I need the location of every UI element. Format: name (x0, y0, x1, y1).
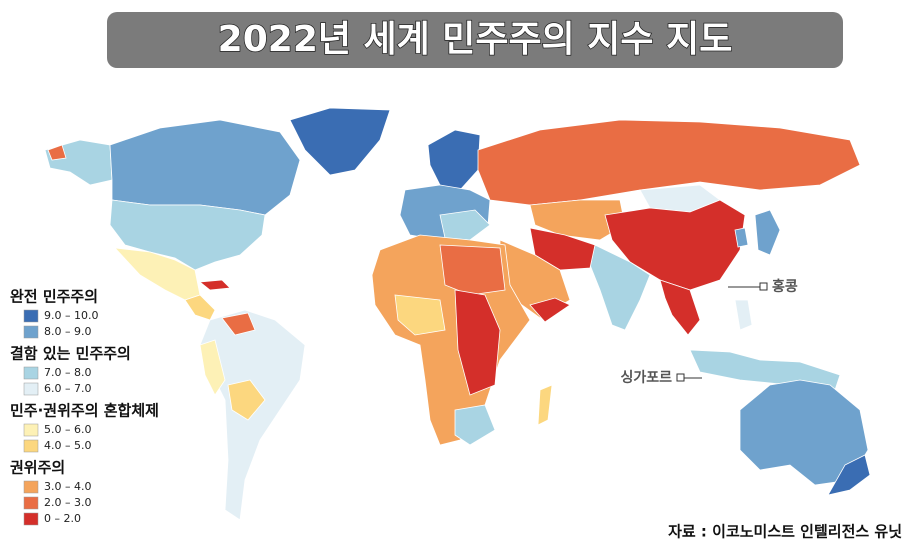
venezuela (221, 312, 256, 336)
legend-label: 2.0 – 3.0 (44, 496, 91, 509)
yemen (529, 297, 571, 323)
title: 2022년 세계 민주주의 지수 지도 (218, 19, 733, 60)
legend-swatch (23, 496, 39, 510)
new-zealand (827, 454, 871, 496)
peru (199, 339, 226, 396)
legend-group: 민주·권위주의 혼합체제 (10, 402, 159, 420)
legend-group: 권위주의 (10, 459, 65, 477)
madagascar (537, 384, 553, 426)
legend-swatch (23, 480, 39, 494)
southeast-asia (659, 279, 701, 336)
philippines (734, 299, 753, 331)
alaska (44, 139, 113, 186)
bolivia (227, 379, 266, 421)
west-africa (394, 294, 446, 336)
north-africa (439, 244, 506, 296)
legend-label: 3.0 – 4.0 (44, 480, 91, 493)
legend-swatch (23, 423, 39, 437)
central-america (184, 294, 216, 321)
legend-label: 4.0 – 5.0 (44, 439, 91, 452)
legend-swatch (23, 512, 39, 526)
world-map (44, 107, 871, 521)
legend-label: 8.0 – 9.0 (44, 325, 91, 338)
callout-label: 홍콩 (772, 278, 798, 295)
korea (734, 227, 749, 248)
legend-group: 완전 민주주의 (10, 288, 98, 306)
usa (109, 199, 266, 271)
legend-label: 0 – 2.0 (44, 512, 81, 525)
china (604, 199, 746, 291)
scandinavia (427, 129, 481, 191)
callout-marker (676, 373, 685, 382)
russia (477, 119, 861, 206)
legend-label: 7.0 – 8.0 (44, 366, 91, 379)
legend: 완전 민주주의 9.0 – 10.0 8.0 – 9.0 결함 있는 민주주의 7.0 … (10, 288, 159, 526)
indonesia (689, 349, 841, 391)
legend-label: 5.0 – 6.0 (44, 423, 91, 436)
legend-swatch (23, 325, 39, 339)
callout-marker (759, 282, 768, 291)
south-africa (454, 404, 496, 446)
legend-group: 결함 있는 민주주의 (10, 345, 131, 363)
callout-label: 싱가포르 (620, 370, 672, 386)
japan (754, 209, 781, 256)
legend-swatch (23, 382, 39, 396)
legend-swatch (23, 366, 39, 380)
central-africa (454, 289, 501, 396)
iceland-area (47, 144, 67, 161)
legend-label: 6.0 – 7.0 (44, 382, 91, 395)
legend-label: 9.0 – 10.0 (44, 309, 98, 322)
india (589, 244, 651, 331)
legend-swatch (23, 439, 39, 453)
title-box (107, 12, 843, 68)
source: 자료 : 이코노미스트 인텔리전스 유닛 (668, 523, 902, 541)
greenland (289, 107, 391, 176)
south-europe (439, 209, 491, 241)
cuba (198, 279, 231, 291)
canada (109, 119, 301, 216)
legend-swatch (23, 309, 39, 323)
